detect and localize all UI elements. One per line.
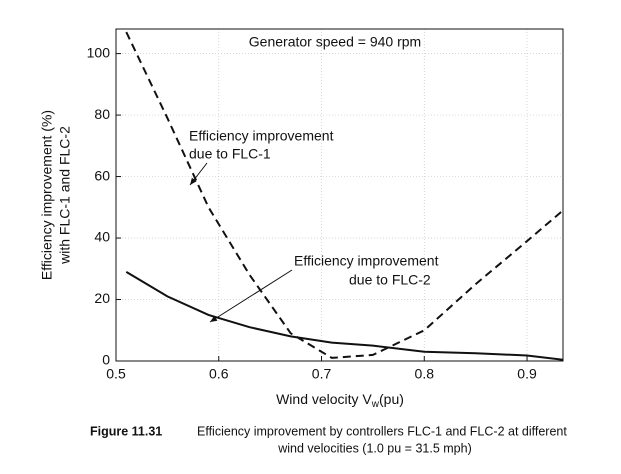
y-tick-label: 80 (94, 106, 110, 122)
x-label-sub: w (371, 399, 380, 410)
y-tick-label: 0 (102, 352, 110, 368)
annotation: due to FLC-2 (349, 272, 431, 288)
plot-area: 0 20 40 60 80 100 0.5 0.6 0.7 0.8 0.9 (87, 29, 564, 382)
x-tick-label: 0.6 (209, 366, 229, 382)
x-tick-label: 0.5 (106, 366, 126, 382)
x-tick-label: 0.8 (415, 366, 435, 382)
plot-frame (115, 28, 564, 362)
y-tick-label: 40 (94, 229, 110, 245)
x-tick-label: 0.7 (312, 366, 332, 382)
x-label-text: Wind velocity V (276, 391, 372, 407)
caption-text: wind velocities (1.0 pu = 31.5 mph) (277, 441, 472, 455)
y-tick-label: 20 (94, 290, 110, 306)
annotation: due to FLC-1 (189, 146, 271, 162)
x-tick-label: 0.9 (517, 366, 537, 382)
arrow (189, 162, 208, 186)
y-tick-label: 100 (87, 44, 111, 60)
series-line (125, 271, 564, 361)
annotation: Efficiency improvement (189, 128, 334, 144)
annotation: Generator speed = 940 rpm (249, 34, 421, 50)
arrow (209, 269, 293, 323)
y-axis-label: Efficiency improvement (%) (39, 110, 55, 280)
series-line (125, 31, 564, 359)
caption-label: Figure 11.31 (90, 424, 162, 438)
caption-text: Efficiency improvement by controllers FL… (197, 424, 567, 438)
x-axis-label: Wind velocity Vw(pu) (276, 391, 404, 410)
x-label-unit: (pu) (379, 391, 404, 407)
y-axis-label: with FLC-1 and FLC-2 (57, 126, 73, 265)
annotation: Efficiency improvement (294, 253, 439, 269)
y-tick-label: 60 (94, 167, 110, 183)
